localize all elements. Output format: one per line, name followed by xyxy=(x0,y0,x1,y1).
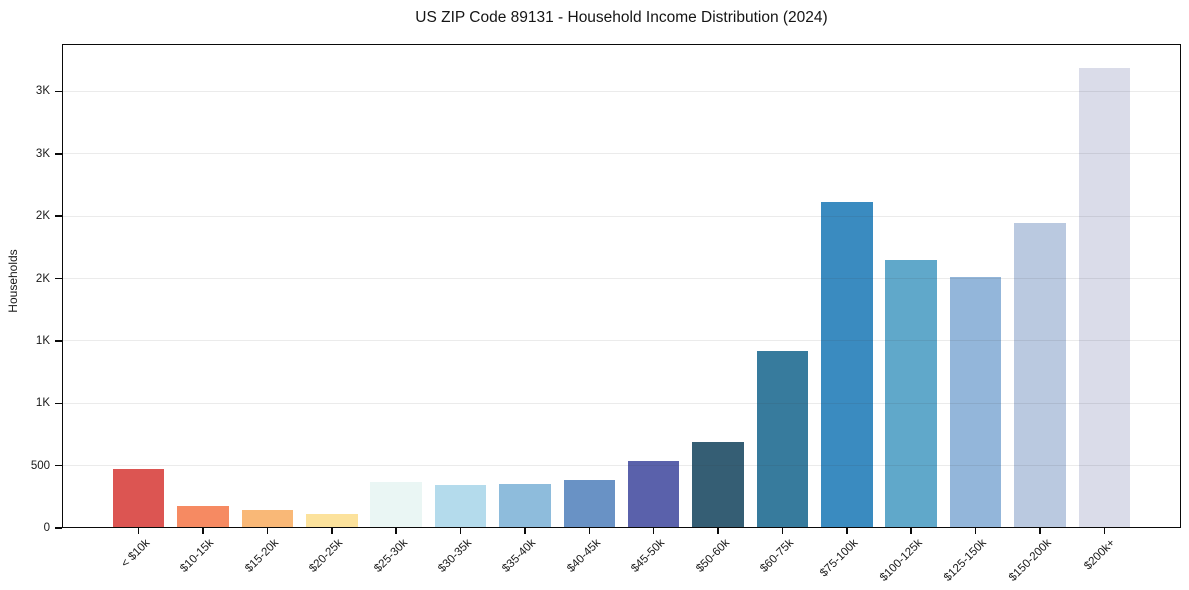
y-tick-mark xyxy=(55,340,62,342)
y-tick-label: 3K xyxy=(35,147,50,160)
bar-$45-50k xyxy=(627,460,680,528)
x-tick-mark xyxy=(846,528,848,534)
bar-< $10k xyxy=(112,469,165,528)
y-tick-label: 3K xyxy=(35,85,50,98)
x-tick-mark xyxy=(588,528,591,534)
bar-$25-30k xyxy=(370,481,422,528)
y-tick-label: 1K xyxy=(35,397,50,410)
y-tick-mark xyxy=(55,277,62,280)
x-tick-label: $50-60k xyxy=(693,537,732,575)
x-tick-label: $100-125k xyxy=(877,537,925,584)
bar-$20-25k xyxy=(306,514,358,528)
x-tick-label: $15-20k xyxy=(243,537,281,575)
y-tick-label: 1K xyxy=(35,334,50,347)
x-tick-label: $75-100k xyxy=(817,537,861,580)
x-tick-mark xyxy=(974,528,977,534)
x-tick-label: $200k+ xyxy=(1082,537,1118,573)
bar-$75-100k xyxy=(821,201,873,528)
x-tick-label: $60-75k xyxy=(758,537,796,575)
x-tick-mark xyxy=(781,528,784,534)
x-tick-label: $20-25k xyxy=(307,537,346,575)
y-tick-mark xyxy=(55,402,62,404)
bar-$150-200k xyxy=(1014,223,1066,528)
y-tick-mark xyxy=(55,527,62,529)
bar-$15-20k xyxy=(241,509,294,528)
y-tick-mark xyxy=(55,90,62,93)
bar-$60-75k xyxy=(756,351,809,528)
y-tick-label: 0 xyxy=(43,522,50,534)
bars-layer xyxy=(62,44,1181,528)
bar-$125-150k xyxy=(949,276,1002,528)
y-tick-mark xyxy=(55,464,62,467)
bar-$200k+ xyxy=(1078,68,1131,528)
x-tick-label: $40-45k xyxy=(564,537,603,575)
x-tick-label: < $10k xyxy=(118,537,153,571)
y-tick-mark xyxy=(55,215,62,217)
x-tick-mark xyxy=(202,528,204,534)
x-tick-label: $45-50k xyxy=(629,537,668,575)
bar-$10-15k xyxy=(177,506,229,528)
x-tick-mark xyxy=(910,528,912,534)
bar-$100-125k xyxy=(885,259,937,528)
x-tick-label: $35-40k xyxy=(500,537,539,575)
x-tick-label: $30-35k xyxy=(436,537,475,575)
x-tick-mark xyxy=(137,528,140,534)
bar-$50-60k xyxy=(692,441,744,528)
x-tick-mark xyxy=(266,528,269,534)
x-tick-mark xyxy=(652,528,655,534)
x-tick-mark xyxy=(717,528,719,534)
y-tick-mark xyxy=(55,153,62,155)
x-tick-mark xyxy=(1039,528,1041,534)
x-tick-label: $10-15k xyxy=(178,537,217,575)
plot-area xyxy=(62,44,1181,528)
chart-title: US ZIP Code 89131 - Household Income Dis… xyxy=(415,9,828,26)
x-tick-mark xyxy=(459,528,462,534)
x-tick-label: $125-150k xyxy=(942,537,990,584)
x-tick-mark xyxy=(524,528,526,534)
y-tick-label: 2K xyxy=(35,272,50,285)
y-tick-label: 2K xyxy=(35,210,50,223)
x-tick-mark xyxy=(1103,528,1106,534)
bar-$30-35k xyxy=(434,484,487,528)
bar-$40-45k xyxy=(563,479,616,528)
y-tick-label: 500 xyxy=(30,459,50,472)
x-tick-label: $25-30k xyxy=(371,537,410,575)
x-tick-mark xyxy=(395,528,397,534)
x-tick-mark xyxy=(331,528,333,534)
bar-$35-40k xyxy=(499,484,551,528)
x-tick-label: $150-200k xyxy=(1006,537,1054,584)
